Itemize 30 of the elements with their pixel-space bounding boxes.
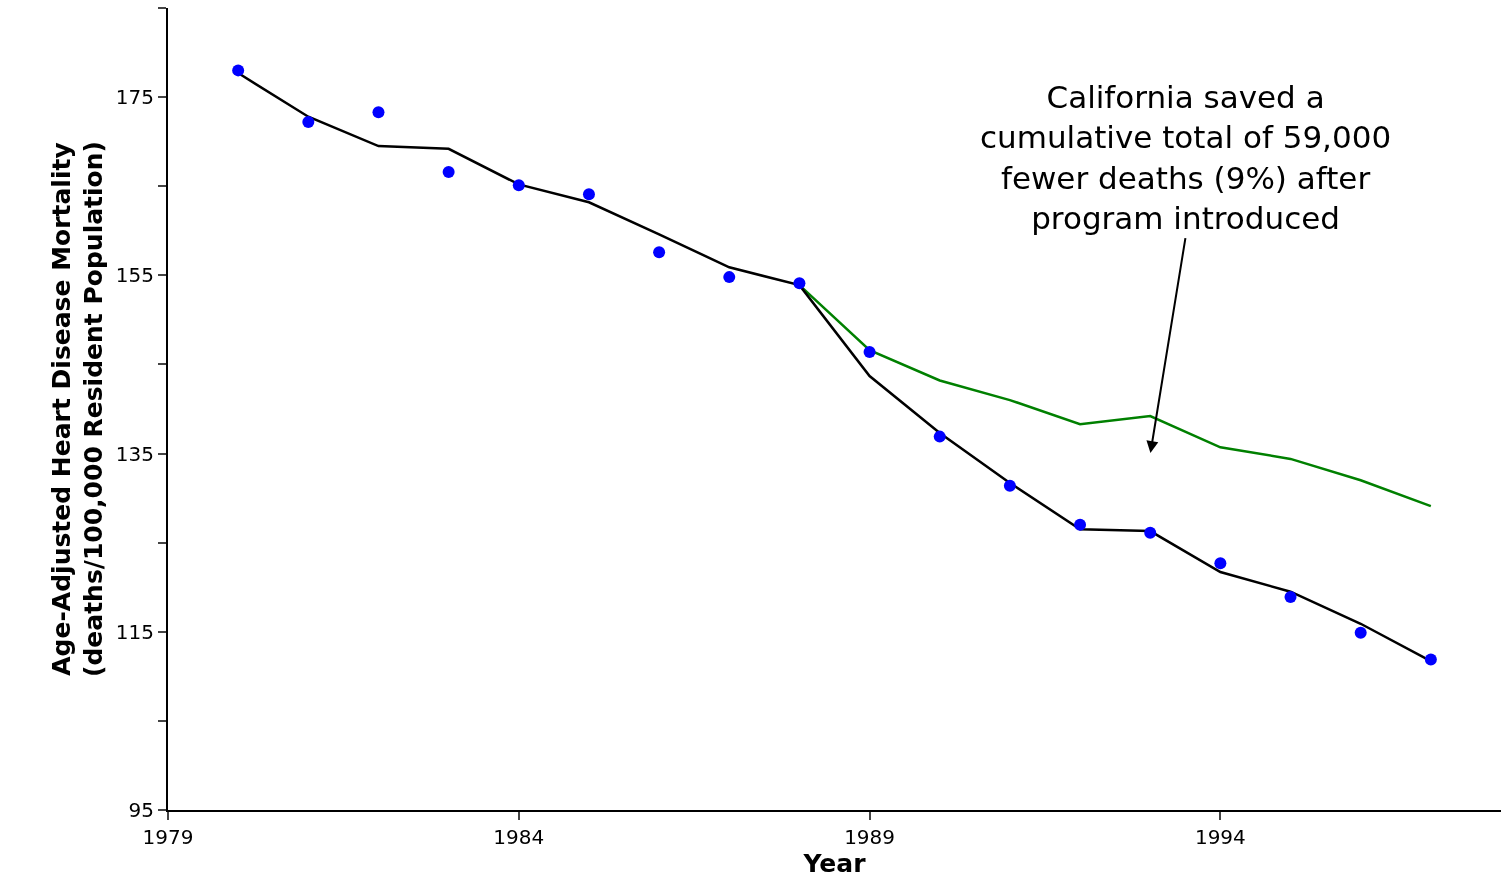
- point: [1284, 591, 1297, 604]
- point: [1074, 518, 1087, 531]
- point: [723, 271, 736, 284]
- annotation: California saved a cumulative total of 59,000 fewer deaths (9%) after program introduced: [980, 79, 1392, 236]
- y-axis-title: Age-Adjusted Heart Disease Mortality (deaths/100,000 Resident Population): [46, 141, 109, 677]
- point: [653, 246, 666, 259]
- y-tick-label: 115: [115, 619, 154, 644]
- x-axis-title: Year: [802, 849, 867, 878]
- point: [1354, 626, 1367, 639]
- point: [442, 165, 455, 178]
- point: [863, 345, 876, 358]
- point: [582, 188, 595, 201]
- y-tick-label: 155: [115, 263, 154, 288]
- y-tick-label: 135: [115, 441, 154, 466]
- x-tick-label: 1994: [1194, 825, 1246, 849]
- point: [232, 64, 245, 77]
- y-tick-label: 95: [128, 798, 154, 822]
- point: [1214, 557, 1227, 570]
- point: [302, 116, 315, 129]
- point: [1144, 526, 1157, 539]
- x-tick-label: 1989: [844, 825, 896, 849]
- y-tick-label: 175: [115, 85, 154, 110]
- point: [793, 277, 806, 290]
- point: [512, 179, 525, 192]
- x-tick-label: 1979: [142, 825, 194, 849]
- point: [1003, 479, 1016, 492]
- point: [933, 430, 946, 443]
- x-tick-label: 1984: [493, 825, 545, 849]
- point: [372, 106, 385, 119]
- point: [1424, 653, 1437, 666]
